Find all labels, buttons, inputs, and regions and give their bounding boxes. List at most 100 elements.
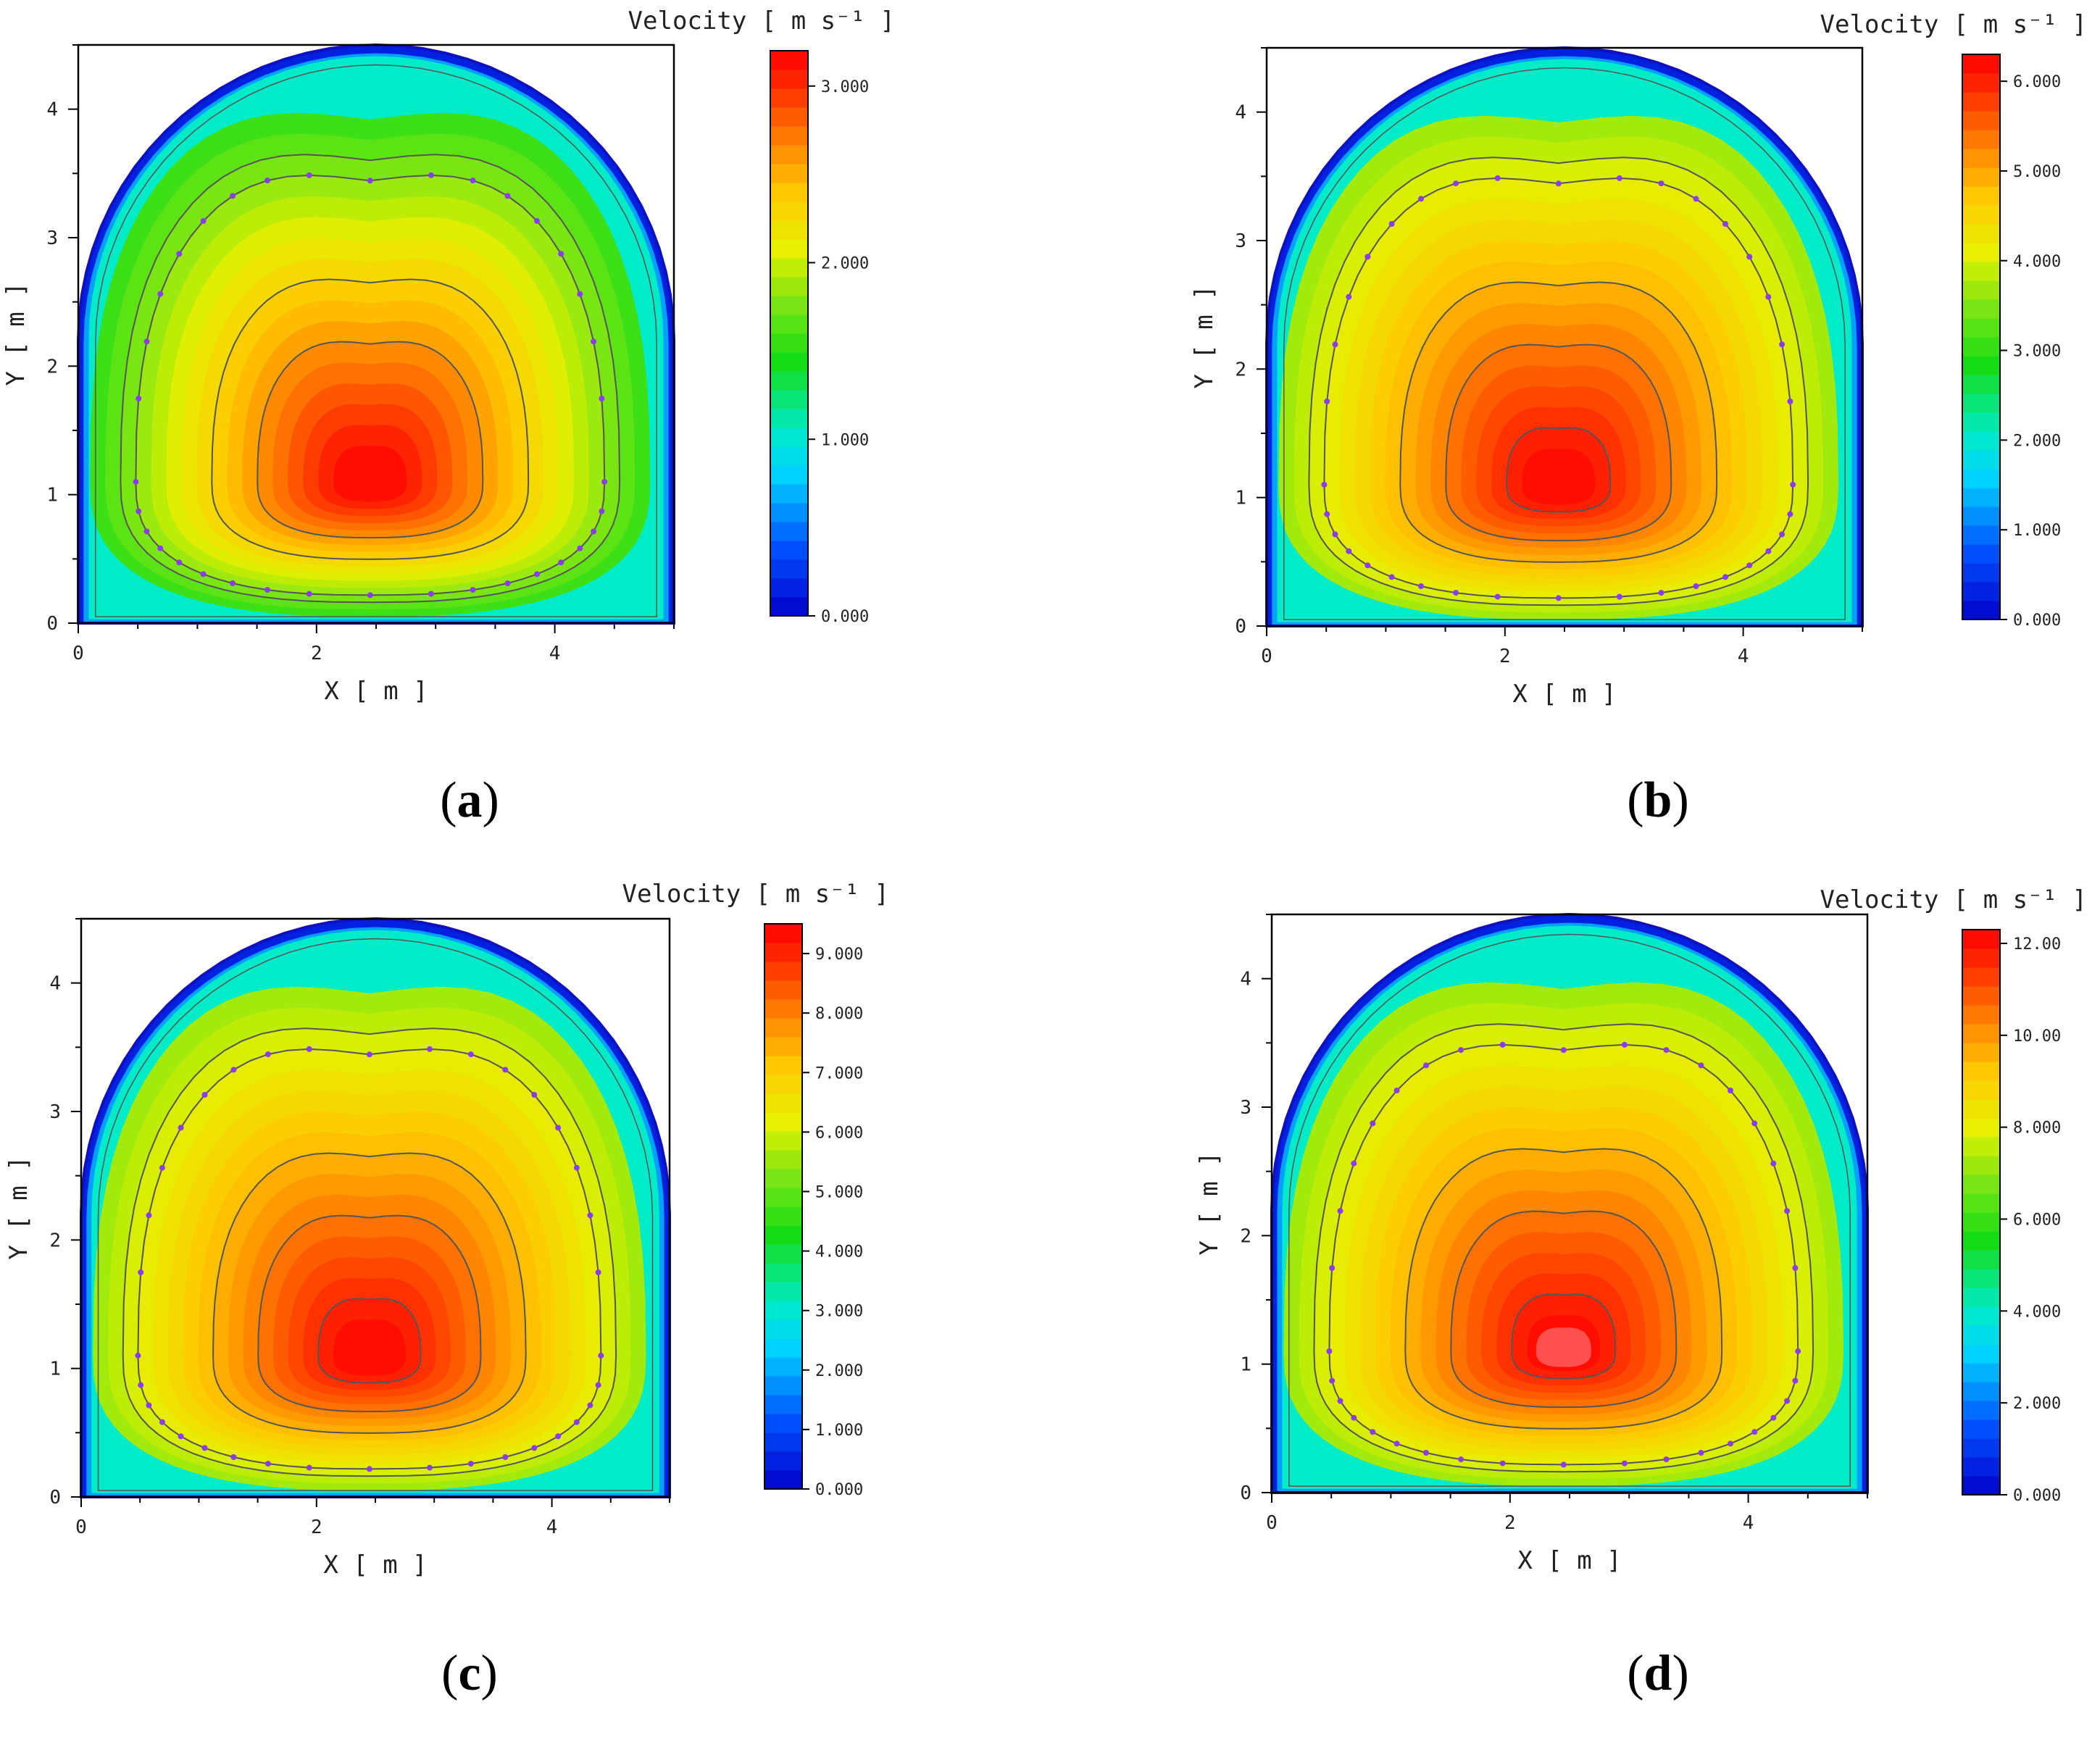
y-axis-title: Y [ m ] [1,282,30,385]
colorbar-tick-label: 4.000 [815,1243,863,1261]
x-axis-title: X [ m ] [323,1551,427,1580]
reference-marker [502,1067,509,1073]
colorbar-segment [1962,224,2000,243]
colorbar-segment [770,183,808,202]
reference-marker [157,545,164,551]
colorbar-frame [770,50,809,617]
reference-marker [1388,574,1395,580]
colorbar-segment [1962,1043,2000,1062]
colorbar-tick-label: 0.000 [821,608,869,626]
reference-marker [230,1067,237,1073]
colorbar-segment [770,70,808,89]
colorbar-segment [1962,111,2000,130]
colorbar-tick-label: 4.000 [2013,253,2061,271]
y-axis-title: Y [ m ] [1190,285,1219,388]
reference-marker [1346,548,1352,554]
reference-marker [591,528,597,535]
colorbar-segment [770,427,808,447]
reference-marker [1418,583,1424,589]
reference-marker [531,1445,538,1451]
x-tick-label: 4 [1738,646,1749,667]
reference-marker [1370,1429,1376,1435]
colorbar-segment [1962,54,2000,74]
contour-line-3 [317,1298,422,1384]
colorbar-segment [764,1131,802,1151]
reference-marker [601,478,608,485]
colorbar-segment [1962,318,2000,338]
colorbar-tick-label: 2.000 [815,1362,863,1380]
colorbar-tick-label: 3.000 [2013,343,2061,361]
colorbar-segment [764,1301,802,1320]
reference-marker [1393,1088,1400,1093]
colorbar-segment [764,1395,802,1414]
reference-marker [577,291,583,297]
colorbar-segment [770,258,808,278]
reference-marker [1423,1450,1429,1456]
colorbar-segment [1962,1080,2000,1100]
reference-marker [427,1464,433,1471]
colorbar-segment [770,597,808,617]
reference-marker [1658,590,1664,596]
reference-marker [306,172,312,178]
reference-marker [428,172,434,178]
colorbar-segment [764,999,802,1019]
reference-marker [201,1092,208,1098]
reference-marker [587,1212,593,1219]
colorbar-tick-label: 6.000 [2013,1211,2061,1230]
x-tick-label: 0 [1266,1512,1278,1534]
colorbar-segment [1962,1061,2000,1081]
reference-marker [138,1382,144,1388]
colorbar-segment [770,51,808,70]
colorbar-tick-label: 10.00 [2013,1027,2061,1046]
reference-marker [306,591,312,597]
reference-marker [573,1164,580,1171]
colorbar-segment [770,371,808,391]
x-tick-label: 2 [1499,646,1511,667]
reference-marker [366,1051,372,1058]
x-tick-label: 0 [75,1517,87,1538]
colorbar-segment [764,1018,802,1038]
colorbar-segment [1962,1476,2000,1496]
x-tick-label: 0 [1261,646,1272,667]
reference-marker [1693,196,1699,202]
colorbar-segment [1962,1382,2000,1401]
colorbar-segment [1962,506,2000,526]
reference-marker [1795,1348,1801,1354]
reference-marker [1418,196,1424,202]
reference-marker [176,559,183,566]
contour-line-2 [1450,1210,1678,1409]
reference-marker [555,1125,562,1131]
colorbar-segment [1962,73,2000,93]
colorbar-tick-label: 0.000 [815,1481,863,1499]
x-axis-title: X [ m ] [324,677,428,706]
reference-marker [1351,1414,1357,1421]
reference-marker [143,528,150,535]
reference-marker [598,1352,604,1359]
velocity-band-16 [333,446,407,502]
y-tick-label: 1 [49,1359,61,1380]
colorbar-title: Velocity [ m s⁻¹ ] [622,880,889,909]
y-tick-label: 0 [1235,616,1246,638]
colorbar-segment [764,1244,802,1264]
reference-marker [504,193,511,199]
colorbar-tick-label: 1.000 [2013,522,2061,540]
reference-marker [1621,1041,1628,1048]
chart-panel-a: 0 2 4 0 1 2 3 4 X [ m ] Y [ m ] 0.000 1.000 2.000 3.0… [0,0,899,725]
colorbar-segment [1962,1401,2000,1420]
reference-marker [306,1046,312,1052]
colorbar-tick-label: 8.000 [2013,1119,2061,1138]
reference-marker [367,592,373,598]
reference-marker [558,251,564,257]
reference-marker [1765,548,1772,554]
reference-marker [1423,1062,1429,1069]
reference-marker [1722,221,1728,227]
colorbar-tick-label: 2.000 [821,255,869,273]
colorbar-segment [1962,243,2000,262]
colorbar-segment [1962,1269,2000,1288]
reference-marker [427,1046,433,1052]
reference-marker [1494,175,1501,181]
colorbar-segment [1962,1099,2000,1119]
caption-c: (c) [441,1645,498,1701]
contour-line-1 [212,1152,527,1434]
colorbar-segment [1962,544,2000,564]
